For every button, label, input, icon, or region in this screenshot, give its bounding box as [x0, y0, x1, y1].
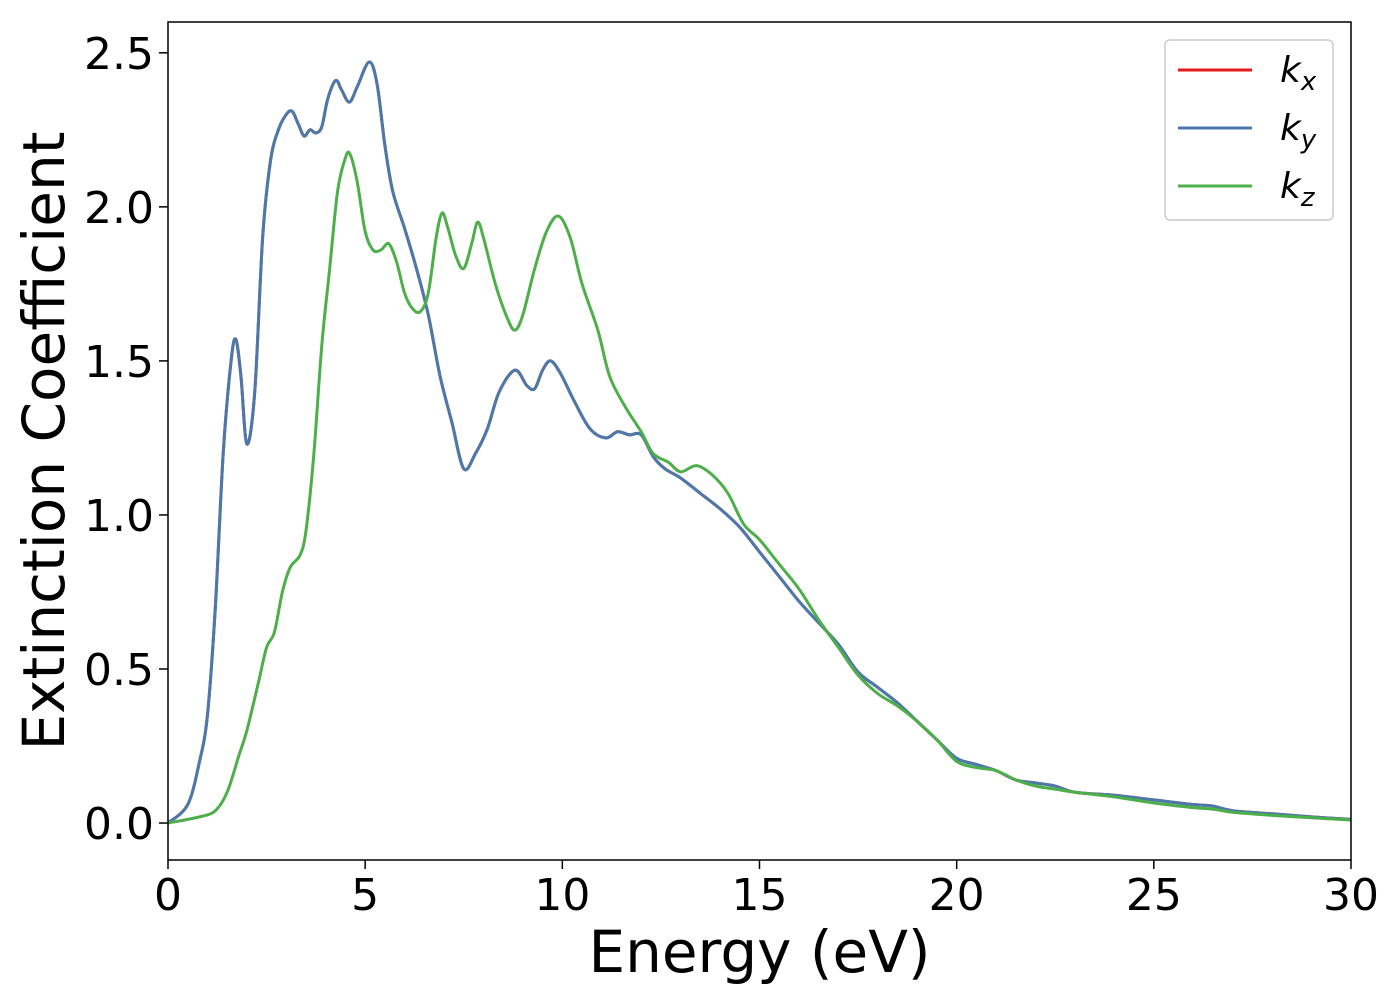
- y-axis-title: Extinction Coefficient: [10, 132, 78, 751]
- series-line-ky: [168, 60, 1351, 825]
- legend: kx ky kz: [1164, 39, 1334, 221]
- legend-box: [1164, 39, 1334, 221]
- x-tick-label: 30: [1323, 870, 1379, 921]
- x-tick-label: 20: [929, 870, 985, 921]
- legend-label-ky: ky: [1280, 108, 1317, 155]
- series-layer: [168, 60, 1351, 825]
- x-axis-title: Energy (eV): [588, 918, 930, 986]
- y-tick-label: 0.0: [84, 799, 154, 850]
- y-tick-label: 1.0: [84, 491, 154, 542]
- x-tick-label: 10: [534, 870, 590, 921]
- series-line-kz: [168, 150, 1351, 825]
- legend-label-kx: kx: [1280, 50, 1317, 97]
- axes-layer: 0 5 10 15 20 25 30 0.0 0.5 1.0 1.5 2.0 2.5: [84, 21, 1379, 921]
- y-tick-label: 0.5: [84, 645, 154, 696]
- y-tick-label: 1.5: [84, 337, 154, 388]
- x-tick-label: 25: [1126, 870, 1182, 921]
- y-tick-label: 2.0: [84, 183, 154, 234]
- x-tick-label: 15: [732, 870, 788, 921]
- x-tick-label: 0: [154, 870, 182, 921]
- x-tick-label: 5: [351, 870, 379, 921]
- legend-label-kz: kz: [1280, 166, 1316, 213]
- y-tick-label: 2.5: [84, 29, 154, 80]
